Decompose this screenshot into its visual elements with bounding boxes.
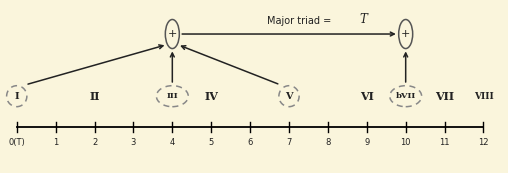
Text: V: V [285,92,293,101]
Text: bVII: bVII [396,92,416,100]
Text: 1: 1 [53,138,58,147]
Ellipse shape [390,86,422,107]
Text: VII: VII [435,91,454,102]
Ellipse shape [156,86,188,107]
Text: T: T [360,13,368,26]
Text: 11: 11 [439,138,450,147]
Text: III: III [167,92,178,100]
Text: 4: 4 [170,138,175,147]
Text: II: II [89,91,100,102]
Ellipse shape [7,86,27,107]
Text: 3: 3 [131,138,136,147]
Text: VI: VI [360,91,374,102]
Text: IV: IV [204,91,218,102]
Text: 9: 9 [364,138,369,147]
Text: VIII: VIII [473,92,493,101]
Text: 7: 7 [287,138,292,147]
Text: 2: 2 [92,138,97,147]
Text: 0(T): 0(T) [8,138,25,147]
Text: Major triad =: Major triad = [267,16,334,26]
Text: 12: 12 [478,138,489,147]
Text: I: I [14,92,19,101]
Text: 10: 10 [400,138,411,147]
Text: 6: 6 [247,138,253,147]
Circle shape [399,20,412,49]
Text: 5: 5 [209,138,214,147]
Ellipse shape [279,86,299,107]
Text: +: + [401,29,410,39]
Text: +: + [168,29,177,39]
Text: 8: 8 [325,138,331,147]
Circle shape [165,20,179,49]
